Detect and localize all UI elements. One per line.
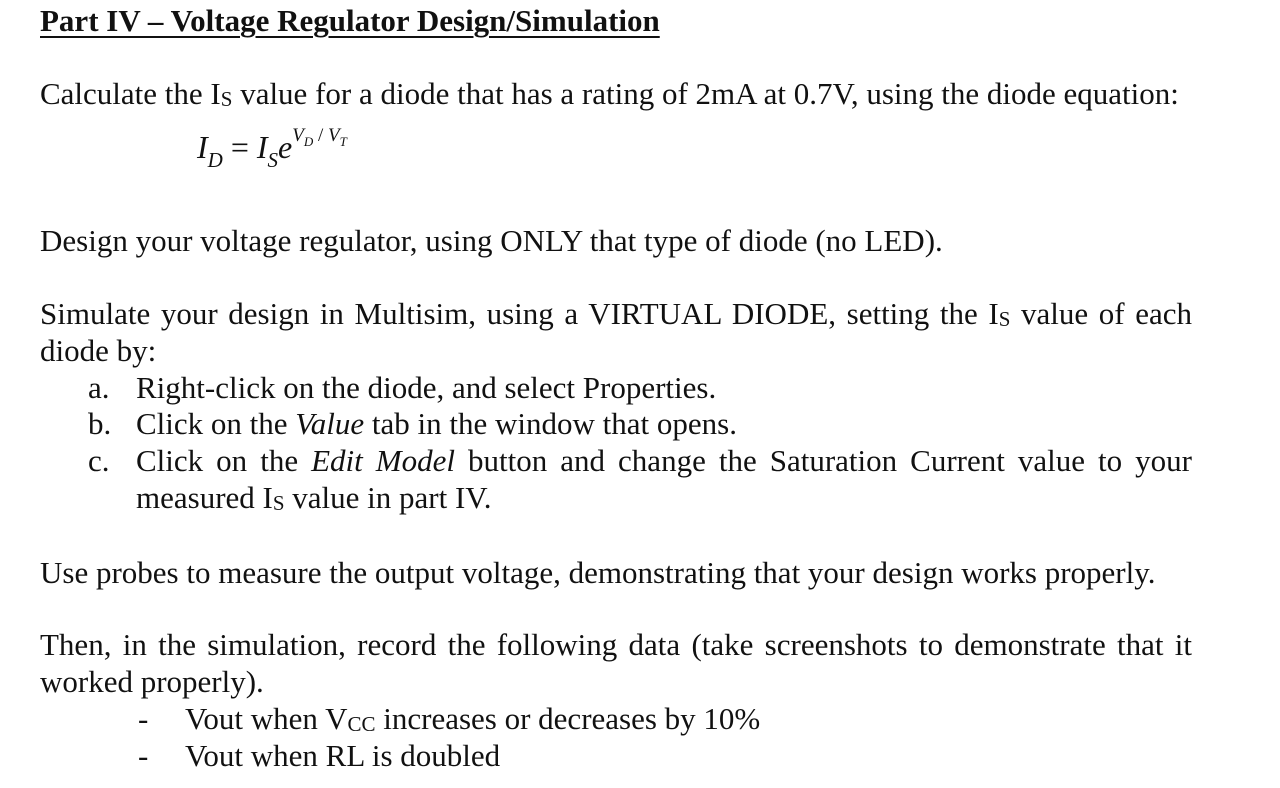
step-text: Click on the Edit Model button and chang… <box>136 443 1193 478</box>
step-marker: a. <box>88 370 110 405</box>
step-marker: c. <box>88 443 110 478</box>
edit-model-emphasis: Edit Model <box>311 443 455 478</box>
step-text: Right-click on the diode, and select Pro… <box>136 370 717 405</box>
bullet-item: Vout when RL is doubled <box>185 738 501 773</box>
paragraph-simulate-line2: diode by: <box>40 333 157 368</box>
bullet-marker: - <box>138 738 149 773</box>
bullet-item: Vout when VCC increases or decreases by … <box>185 701 761 736</box>
step-text-continued: measured IS value in part IV. <box>136 480 492 515</box>
paragraph-calculate: Calculate the IS value for a diode that … <box>40 76 1179 111</box>
paragraph-probes: Use probes to measure the output voltage… <box>40 555 1156 590</box>
section-heading: Part IV – Voltage Regulator Design/Simul… <box>40 3 660 38</box>
value-tab-emphasis: Value <box>295 406 365 441</box>
bullet-marker: - <box>138 701 149 736</box>
equation-exponent: VD / VT <box>292 125 347 149</box>
step-text: Click on the Value tab in the window tha… <box>136 406 737 441</box>
paragraph-record-line1: Then, in the simulation, record the foll… <box>40 627 1192 662</box>
paragraph-simulate-line1: Simulate your design in Multisim, using … <box>40 296 1193 331</box>
step-marker: b. <box>88 406 112 441</box>
diode-equation: ID = ISeVD / VT <box>197 125 347 172</box>
paragraph-record-line2: worked properly). <box>40 664 264 699</box>
paragraph-design: Design your voltage regulator, using ONL… <box>40 223 943 258</box>
